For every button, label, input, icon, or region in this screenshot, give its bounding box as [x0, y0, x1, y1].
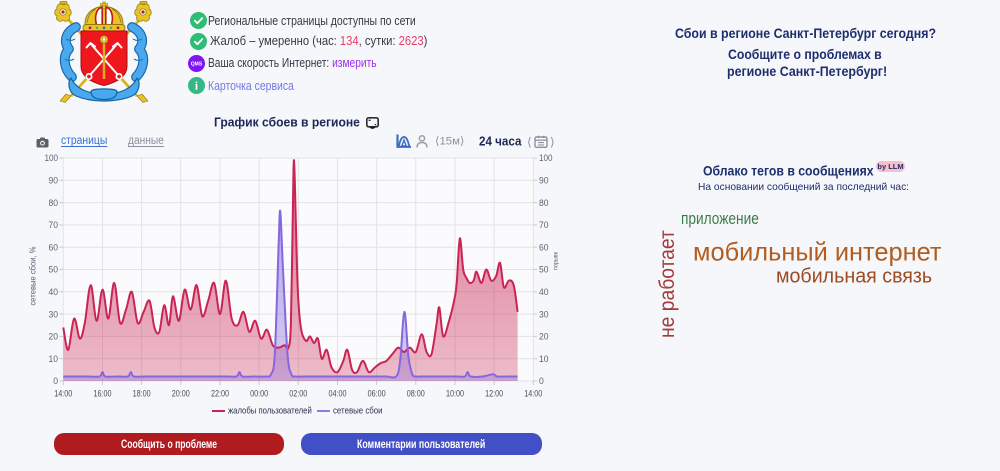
svg-text:90: 90	[49, 176, 59, 186]
svg-text:QMS: QMS	[191, 61, 203, 67]
svg-text:00:00: 00:00	[250, 389, 268, 400]
svg-text:18:00: 18:00	[133, 389, 151, 400]
svg-text:30: 30	[49, 309, 59, 319]
svg-text:60: 60	[539, 242, 549, 252]
svg-text:02:00: 02:00	[289, 389, 307, 400]
svg-text:40: 40	[539, 287, 549, 297]
svg-text:0: 0	[539, 376, 544, 386]
svg-text:10:00: 10:00	[446, 389, 464, 400]
svg-text:100: 100	[45, 153, 59, 163]
svg-text:30: 30	[539, 309, 549, 319]
svg-text:80: 80	[539, 198, 549, 208]
svg-text:06:00: 06:00	[368, 389, 386, 400]
svg-text:20:00: 20:00	[172, 389, 190, 400]
svg-text:22:00: 22:00	[211, 389, 229, 400]
svg-text:70: 70	[49, 220, 59, 230]
svg-text:12:00: 12:00	[485, 389, 503, 400]
svg-text:08:00: 08:00	[407, 389, 425, 400]
svg-text:10: 10	[49, 354, 59, 364]
svg-text:порывк: порывк	[553, 252, 560, 270]
svg-text:20: 20	[49, 332, 59, 342]
svg-text:60: 60	[49, 242, 59, 252]
svg-text:40: 40	[49, 287, 59, 297]
svg-text:10: 10	[539, 354, 549, 364]
svg-text:сетевые сбои, %: сетевые сбои, %	[29, 247, 38, 306]
svg-text:80: 80	[49, 198, 59, 208]
svg-text:14:00: 14:00	[54, 389, 72, 400]
svg-text:04:00: 04:00	[329, 389, 347, 400]
svg-text:16:00: 16:00	[94, 389, 112, 400]
svg-text:90: 90	[539, 176, 549, 186]
svg-text:70: 70	[539, 220, 549, 230]
svg-text:50: 50	[539, 265, 549, 275]
svg-text:14:00: 14:00	[524, 389, 542, 400]
svg-text:0: 0	[53, 376, 58, 386]
svg-text:20: 20	[539, 332, 549, 342]
svg-text:i: i	[195, 81, 199, 93]
svg-text:50: 50	[49, 265, 59, 275]
svg-text:100: 100	[539, 153, 553, 163]
